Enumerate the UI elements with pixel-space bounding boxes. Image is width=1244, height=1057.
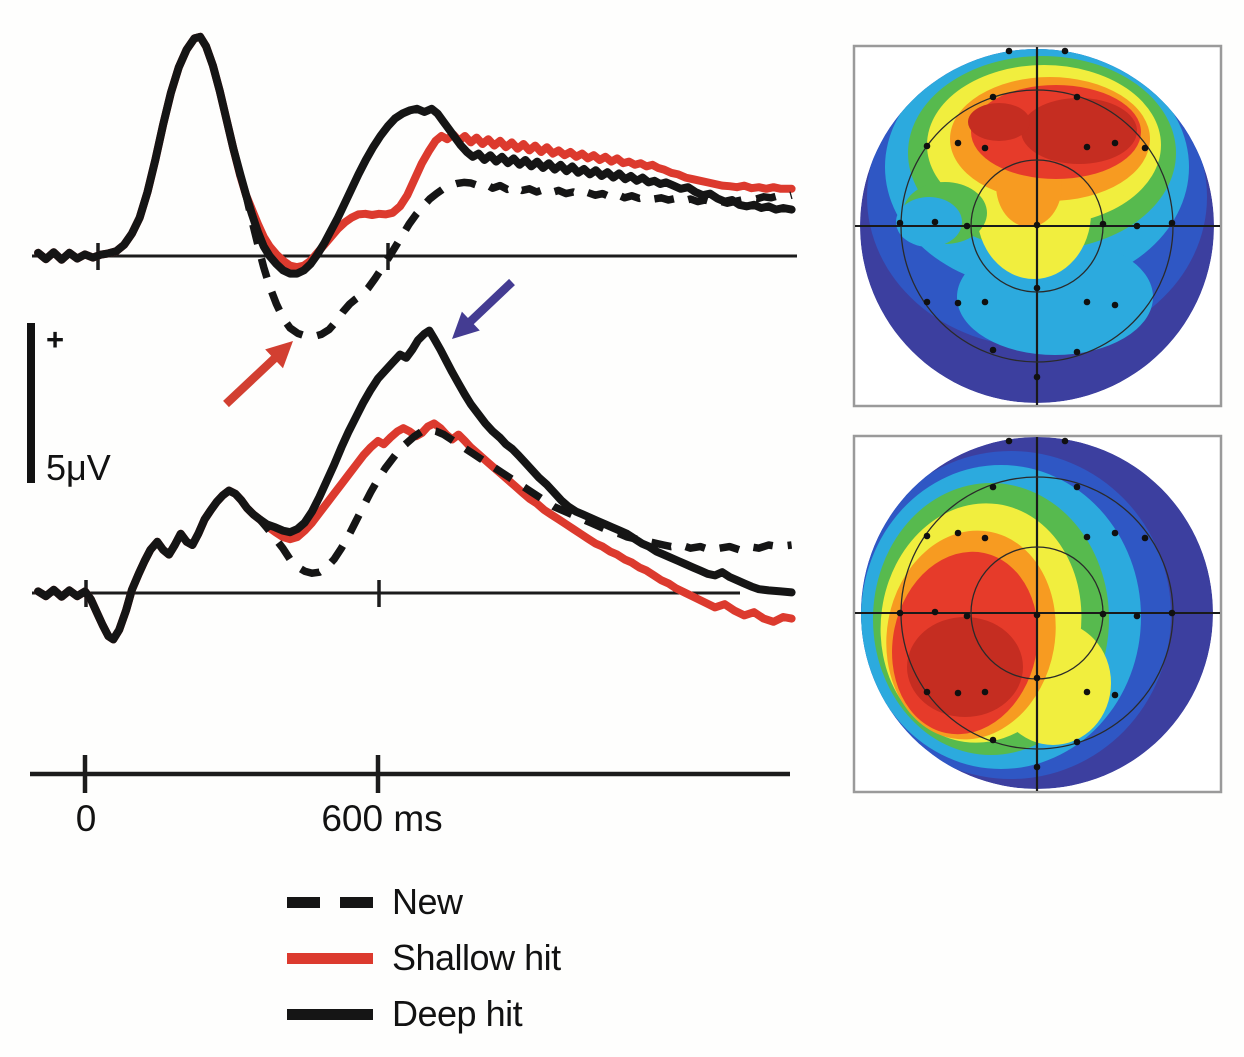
red-arrow	[223, 341, 293, 408]
upper-topomap-electrode-dot	[1033, 221, 1041, 229]
upper-erp-series-shallow-hit	[34, 32, 796, 272]
legend-key-new-dashed-line	[287, 896, 373, 908]
lower-topomap-electrode-dot	[931, 608, 939, 616]
lower-topomap	[852, 434, 1223, 794]
legend-label-shallow-hit: Shallow hit	[392, 937, 561, 978]
upper-topomap-electrode-dot	[989, 346, 997, 354]
upper-topomap	[852, 44, 1223, 408]
polarity-plus-label: +	[46, 322, 65, 357]
blue-arrow	[452, 278, 515, 339]
lower-topomap-electrode-dot	[1073, 738, 1081, 746]
upper-topomap-electrode-dot	[1141, 144, 1149, 152]
lower-topomap-electrode-dot	[989, 736, 997, 744]
lower-topomap-electrode-dot	[1033, 674, 1041, 682]
upper-topomap-electrode-dot	[1061, 47, 1069, 55]
upper-topomap-electrode-dot	[1168, 219, 1176, 227]
lower-topomap-electrode-dot	[989, 483, 997, 491]
upper-topomap-head	[860, 49, 1214, 403]
upper-topomap-electrode-dot	[989, 93, 997, 101]
lower-topomap-electrode-dot	[1033, 763, 1041, 771]
upper-topomap-band	[968, 103, 1030, 141]
upper-topomap-electrode-dot	[1073, 348, 1081, 356]
lower-topomap-electrode-dot	[1073, 483, 1081, 491]
upper-topomap-electrode-dot	[1111, 139, 1119, 147]
upper-topomap-electrode-dot	[896, 219, 904, 227]
lower-topomap-electrode-dot	[1005, 437, 1013, 445]
lower-topomap-electrode-dot	[954, 689, 962, 697]
lower-erp-plot	[32, 326, 796, 644]
upper-topomap-electrode-dot	[923, 298, 931, 306]
lower-topomap-electrode-dot	[1061, 437, 1069, 445]
legend-key-shallow-hit-line	[287, 952, 373, 964]
red-arrow-head	[265, 341, 293, 369]
upper-erp-series-deep-hit	[34, 32, 796, 278]
legend-solid-segment	[287, 952, 373, 964]
legend-label-deep-hit: Deep hit	[392, 993, 523, 1034]
lower-erp-series-new	[36, 426, 793, 644]
upper-topomap-electrode-dot	[954, 139, 962, 147]
upper-topomap-electrode-dot	[963, 222, 971, 230]
legend-item-new: New	[287, 874, 561, 930]
lower-topomap-electrode-dot	[1099, 610, 1107, 618]
upper-topomap-electrode-dot	[954, 299, 962, 307]
upper-topomap-electrode-dot	[1073, 93, 1081, 101]
upper-erp-plot	[32, 32, 797, 341]
amplitude-scale-label: 5μV	[46, 447, 111, 488]
lower-topomap-electrode-dot	[923, 532, 931, 540]
legend-dash-segment	[340, 896, 373, 908]
lower-topomap-electrode-dot	[1111, 529, 1119, 537]
amplitude-scale-bar	[27, 323, 35, 483]
upper-topomap-band	[896, 197, 962, 247]
legend-item-deep-hit: Deep hit	[287, 986, 561, 1042]
blue-arrow-head	[452, 311, 480, 339]
legend: New Shallow hit Deep hit	[287, 874, 561, 1042]
lower-erp-series-deep-hit	[34, 326, 796, 644]
upper-topomap-electrode-dot	[1099, 220, 1107, 228]
legend-solid-segment	[287, 1008, 373, 1020]
upper-topomap-electrode-dot	[931, 218, 939, 226]
lower-topomap-electrode-dot	[1141, 534, 1149, 542]
upper-topomap-electrode-dot	[981, 144, 989, 152]
upper-topomap-electrode-dot	[1033, 373, 1041, 381]
legend-item-shallow-hit: Shallow hit	[287, 930, 561, 986]
time-tick-600-label: 600 ms	[321, 798, 443, 839]
legend-key-deep-hit-line	[287, 1008, 373, 1020]
lower-topomap-electrode-dot	[1133, 612, 1141, 620]
lower-topomap-electrode-dot	[981, 534, 989, 542]
time-tick-0-label: 0	[75, 798, 97, 839]
lower-topomap-electrode-dot	[954, 529, 962, 537]
legend-label-new: New	[392, 881, 463, 922]
lower-topomap-electrode-dot	[1033, 611, 1041, 619]
upper-topomap-electrode-dot	[981, 298, 989, 306]
lower-topomap-electrode-dot	[923, 688, 931, 696]
lower-erp-series-shallow-hit	[34, 419, 796, 644]
upper-topomap-electrode-dot	[1033, 284, 1041, 292]
lower-topomap-electrode-dot	[1168, 609, 1176, 617]
lower-topomap-band	[907, 617, 1023, 717]
upper-topomap-band	[1021, 98, 1137, 164]
upper-topomap-electrode-dot	[1083, 298, 1091, 306]
upper-erp-series-new	[35, 33, 793, 341]
upper-topomap-electrode-dot	[1083, 143, 1091, 151]
upper-topomap-electrode-dot	[1005, 47, 1013, 55]
lower-topomap-electrode-dot	[963, 612, 971, 620]
time-axis	[30, 755, 790, 793]
upper-topomap-electrode-dot	[1111, 301, 1119, 309]
upper-topomap-electrode-dot	[1133, 222, 1141, 230]
lower-topomap-electrode-dot	[1083, 688, 1091, 696]
lower-topomap-electrode-dot	[1083, 533, 1091, 541]
lower-topomap-electrode-dot	[1111, 691, 1119, 699]
lower-topomap-electrode-dot	[981, 688, 989, 696]
legend-dash-segment	[287, 896, 320, 908]
lower-topomap-electrode-dot	[896, 609, 904, 617]
upper-topomap-electrode-dot	[923, 142, 931, 150]
